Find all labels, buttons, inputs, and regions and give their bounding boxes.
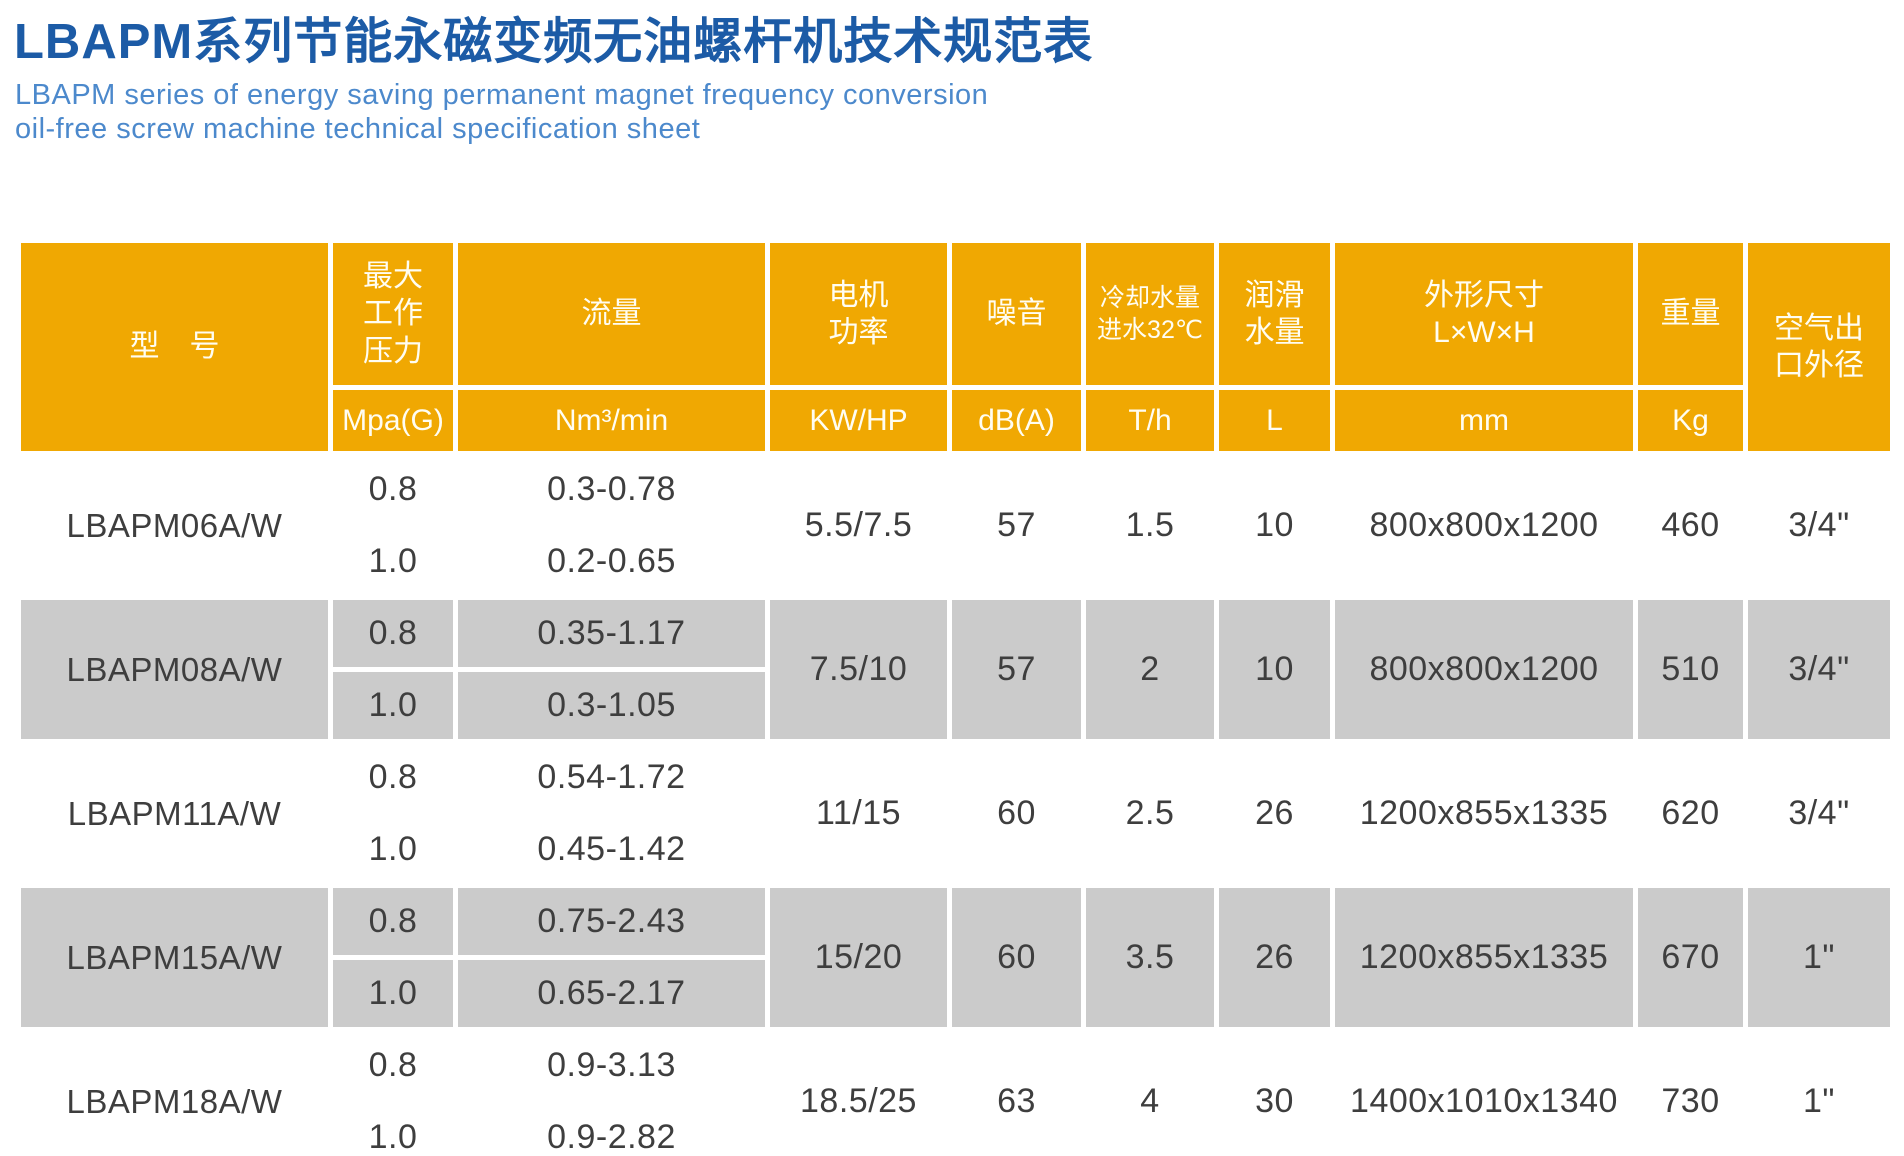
cell-power: 18.5/25: [765, 1027, 952, 1156]
spec-table: 型 号 最大 工作 压力 流量 电机 功率 噪音 冷却水量 进水32℃ 润滑 水…: [16, 238, 1895, 1156]
cell-cooling: 4: [1081, 1027, 1219, 1156]
cell-outlet: 3/4": [1743, 451, 1895, 600]
cell-pressure: 0.8: [328, 595, 458, 672]
header-dimensions: 外形尺寸 L×W×H: [1330, 238, 1638, 390]
table-row: 1.0 0.9-2.82: [19, 1099, 1893, 1156]
cell-flow: 0.3-0.78: [453, 451, 770, 528]
cell-power: 5.5/7.5: [765, 451, 952, 600]
table-row: 1.0 0.3-1.05: [19, 667, 1893, 744]
cell-pressure: 1.0: [328, 811, 458, 888]
subtitle-line-1: LBAPM series of energy saving permanent …: [15, 78, 989, 111]
cell-lube: 30: [1214, 1027, 1335, 1156]
unit-cooling: T/h: [1081, 385, 1219, 456]
cell-pressure: 1.0: [328, 955, 458, 1032]
header-model: 型 号: [16, 238, 333, 456]
cell-pressure: 0.8: [328, 739, 458, 816]
unit-weight: Kg: [1633, 385, 1748, 456]
cell-lube: 10: [1214, 595, 1335, 744]
cell-pressure: 1.0: [328, 667, 458, 744]
table-row: LBAPM08A/W 0.8 0.35-1.17 7.5/10 57 2 10 800x800…: [16, 595, 1895, 744]
cell-lube: 26: [1214, 739, 1335, 888]
cell-noise: 60: [947, 739, 1086, 888]
table-row: 1.0 0.65-2.17: [19, 955, 1893, 1032]
cell-dims: 1400x1010x1340: [1330, 1027, 1638, 1156]
cell-lube: 26: [1214, 883, 1335, 1032]
header-air-outlet-diameter: 空气出 口外径: [1743, 238, 1895, 456]
header-max-working-pressure: 最大 工作 压力: [328, 238, 458, 390]
cell-cooling: 2: [1081, 595, 1219, 744]
cell-outlet: 1": [1743, 1027, 1895, 1156]
cell-model: LBAPM06A/W: [16, 451, 333, 600]
cell-dims: 1200x855x1335: [1330, 883, 1638, 1032]
spec-sheet-page: LBAPM系列节能永磁变频无油螺杆机技术规范表 LBAPM series of …: [0, 15, 1904, 1156]
table-row: LBAPM15A/W 0.8 0.75-2.43 15/20 60 3.5 26 1200x8…: [16, 883, 1895, 1032]
cell-flow: 0.3-1.05: [453, 667, 770, 744]
cell-flow: 0.45-1.42: [453, 811, 770, 888]
header-cooling-water: 冷却水量 进水32℃: [1081, 238, 1219, 390]
cell-pressure: 0.8: [328, 451, 458, 528]
table-row: LBAPM11A/W 0.8 0.54-1.72 11/15 60 2.5 26 1200x8…: [16, 739, 1895, 888]
cell-noise: 60: [947, 883, 1086, 1032]
page-title: LBAPM系列节能永磁变频无油螺杆机技术规范表: [14, 15, 1094, 69]
cell-model: LBAPM18A/W: [16, 1027, 333, 1156]
header-lubricating-water: 润滑 水量: [1214, 238, 1335, 390]
cell-dims: 800x800x1200: [1330, 595, 1638, 744]
cell-flow: 0.9-3.13: [453, 1027, 770, 1104]
page-subtitle: LBAPM series of energy saving permanent …: [15, 78, 1904, 146]
cell-power: 7.5/10: [765, 595, 952, 744]
unit-dims: mm: [1330, 385, 1638, 456]
table-row: LBAPM06A/W 0.8 0.3-0.78 5.5/7.5 57 1.5 10 800x8…: [16, 451, 1895, 600]
header-motor-power: 电机 功率: [765, 238, 952, 390]
table-row: 1.0 0.2-0.65: [19, 523, 1893, 600]
cell-outlet: 3/4": [1743, 739, 1895, 888]
cell-noise: 57: [947, 451, 1086, 600]
cell-weight: 510: [1633, 595, 1748, 744]
cell-outlet: 1": [1743, 883, 1895, 1032]
cell-model: LBAPM08A/W: [16, 595, 333, 744]
subtitle-line-2: oil-free screw machine technical specifi…: [15, 113, 701, 146]
header-noise: 噪音: [947, 238, 1086, 390]
table-row: LBAPM18A/W 0.8 0.9-3.13 18.5/25 63 4 30 1400x10…: [16, 1027, 1895, 1156]
unit-flow: Nm³/min: [453, 385, 770, 456]
cell-pressure: 1.0: [328, 523, 458, 600]
cell-model: LBAPM11A/W: [16, 739, 333, 888]
cell-dims: 1200x855x1335: [1330, 739, 1638, 888]
cell-cooling: 1.5: [1081, 451, 1219, 600]
unit-lube: L: [1214, 385, 1335, 456]
cell-power: 11/15: [765, 739, 952, 888]
cell-pressure: 1.0: [328, 1099, 458, 1156]
cell-cooling: 2.5: [1081, 739, 1219, 888]
cell-flow: 0.2-0.65: [453, 523, 770, 600]
cell-pressure: 0.8: [328, 1027, 458, 1104]
cell-dims: 800x800x1200: [1330, 451, 1638, 600]
cell-noise: 57: [947, 595, 1086, 744]
cell-flow: 0.35-1.17: [453, 595, 770, 672]
cell-power: 15/20: [765, 883, 952, 1032]
cell-model: LBAPM15A/W: [16, 883, 333, 1032]
cell-outlet: 3/4": [1743, 595, 1895, 744]
cell-flow: 0.54-1.72: [453, 739, 770, 816]
header-flow: 流量: [453, 238, 770, 390]
cell-flow: 0.75-2.43: [453, 883, 770, 960]
unit-noise: dB(A): [947, 385, 1086, 456]
cell-cooling: 3.5: [1081, 883, 1219, 1032]
cell-flow: 0.9-2.82: [453, 1099, 770, 1156]
cell-weight: 670: [1633, 883, 1748, 1032]
spec-table-body: LBAPM06A/W 0.8 0.3-0.78 5.5/7.5 57 1.5 10 800x8…: [16, 451, 1895, 1156]
cell-lube: 10: [1214, 451, 1335, 600]
cell-noise: 63: [947, 1027, 1086, 1156]
table-row: 1.0 0.45-1.42: [19, 811, 1893, 888]
cell-weight: 730: [1633, 1027, 1748, 1156]
cell-flow: 0.65-2.17: [453, 955, 770, 1032]
cell-weight: 460: [1633, 451, 1748, 600]
cell-pressure: 0.8: [328, 883, 458, 960]
unit-power: KW/HP: [765, 385, 952, 456]
cell-weight: 620: [1633, 739, 1748, 888]
unit-pressure: Mpa(G): [328, 385, 458, 456]
header-weight: 重量: [1633, 238, 1748, 390]
